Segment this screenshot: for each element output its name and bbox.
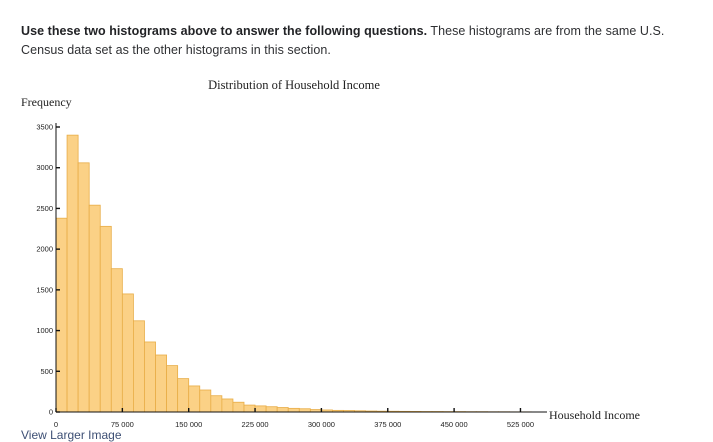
y-axis-label: Frequency [21, 95, 72, 109]
histogram-bar [178, 379, 189, 412]
histogram-bar [111, 269, 122, 412]
x-tick-label: 225 000 [241, 420, 268, 429]
y-tick-label: 2500 [36, 204, 53, 213]
x-axis-label: Household Income [549, 408, 640, 422]
histogram-bar [78, 163, 89, 412]
y-tick-label: 3000 [36, 163, 53, 172]
histogram-bar [56, 218, 67, 412]
chart-title: Distribution of Household Income [208, 78, 380, 92]
histogram-bar [244, 405, 255, 412]
histogram-bar [255, 406, 266, 412]
histogram-bar [67, 135, 78, 412]
x-tick-label: 375 000 [374, 420, 401, 429]
histogram-bar [288, 408, 299, 412]
histogram-bar [167, 366, 178, 412]
instructions-text: Use these two histograms above to answer… [21, 22, 681, 60]
histogram-svg: Distribution of Household Income Frequen… [0, 66, 713, 440]
histogram-bar [100, 226, 111, 412]
histogram-bar [122, 294, 133, 412]
x-tick-label: 525 000 [507, 420, 534, 429]
bars-group [56, 135, 532, 412]
x-tick-label: 450 000 [441, 420, 468, 429]
y-tick-label: 1500 [36, 285, 53, 294]
histogram-bar [233, 402, 244, 412]
histogram-bar [211, 396, 222, 412]
x-tick-label: 300 000 [308, 420, 335, 429]
histogram-bar [222, 399, 233, 412]
y-tick-label: 3500 [36, 123, 53, 132]
histogram-bar [144, 342, 155, 412]
income-histogram: Distribution of Household Income Frequen… [0, 66, 713, 440]
y-tick-label: 500 [40, 367, 53, 376]
histogram-bar [266, 407, 277, 412]
y-tick-label: 0 [49, 408, 53, 417]
histogram-bar [277, 408, 288, 412]
histogram-bar [200, 390, 211, 412]
histogram-bar [189, 386, 200, 412]
histogram-bar [133, 321, 144, 412]
instructions-bold: Use these two histograms above to answer… [21, 24, 427, 38]
histogram-bar [156, 355, 167, 412]
y-tick-label: 1000 [36, 326, 53, 335]
x-tick-label: 150 000 [175, 420, 202, 429]
histogram-bar [89, 205, 100, 412]
y-tick-label: 2000 [36, 245, 53, 254]
